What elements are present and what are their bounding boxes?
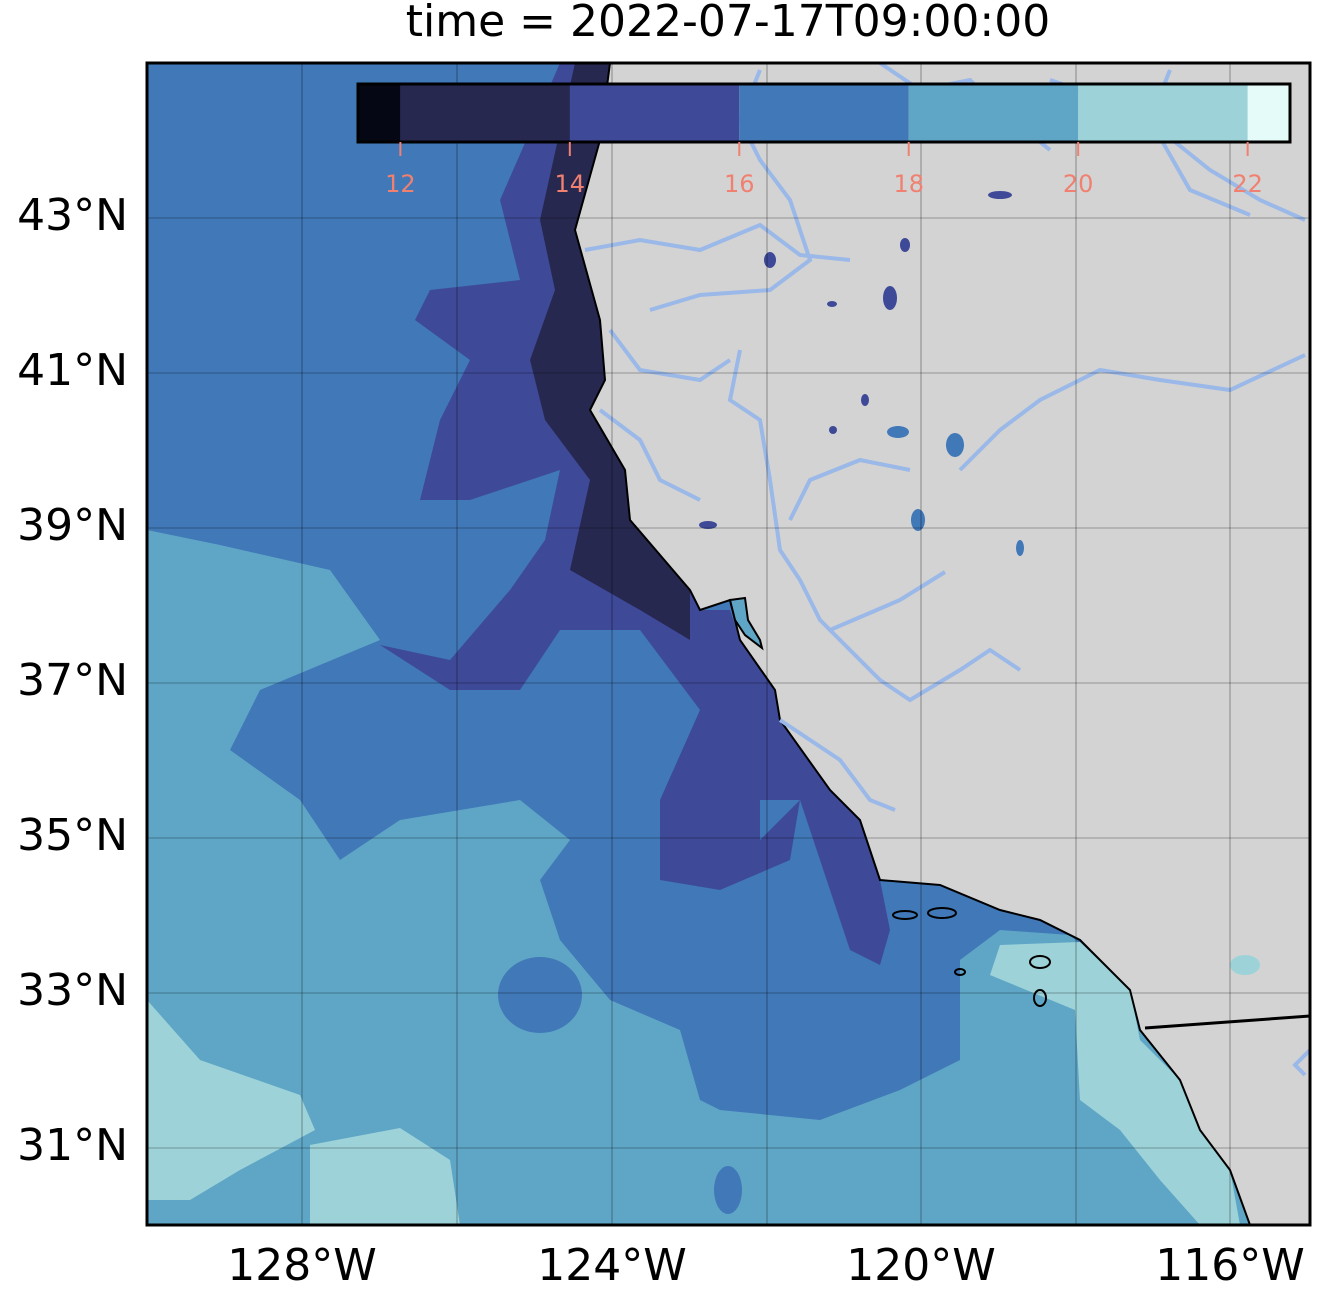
channel-islands [892, 907, 1051, 1007]
lakes-shallow [887, 426, 1024, 556]
lat-label: 33°N [17, 965, 128, 1016]
colorbar-segment [400, 84, 570, 142]
us-mexico-border [1144, 1014, 1310, 1030]
colorbar-tick-label: 18 [893, 170, 924, 198]
lon-label: 120°W [846, 1240, 996, 1291]
ocean-12-14 [530, 63, 690, 640]
colorbar-tick-label: 14 [555, 170, 586, 198]
colorbar-outline [356, 82, 1292, 144]
lat-label: 31°N [17, 1120, 128, 1171]
lon-label: 124°W [537, 1240, 687, 1291]
lat-label: 39°N [17, 500, 128, 551]
colorbar-segment [358, 84, 401, 142]
lake-light [1230, 955, 1260, 975]
san-francisco-bay [728, 596, 764, 651]
lat-label: 35°N [17, 810, 128, 861]
ocean-16-18-patch [498, 957, 582, 1033]
ocean-20-22 [147, 1000, 315, 1200]
colorbar-tick-label: 22 [1232, 170, 1263, 198]
ocean-20-22 [310, 1128, 460, 1225]
colorbar-segment [1247, 84, 1290, 142]
ocean-16-18-patch [714, 1166, 742, 1214]
colorbar-tick-label: 20 [1063, 170, 1094, 198]
colorbar-tick-label: 12 [385, 170, 416, 198]
colorbar-segment [908, 84, 1079, 142]
colorbar-segment [739, 84, 909, 142]
map-frame [145, 61, 1312, 1227]
lon-label: 128°W [227, 1240, 377, 1291]
ocean-18-20 [147, 530, 1250, 1225]
ocean-14-16 [380, 63, 890, 965]
colorbar-tick-label: 16 [724, 170, 755, 198]
lon-label: 116°W [1155, 1240, 1305, 1291]
land [573, 63, 1310, 1225]
lakes [699, 191, 1012, 529]
ocean-20-22 [990, 942, 1240, 1225]
lat-label: 37°N [17, 655, 128, 706]
colorbar: 12 14 16 18 20 22 [356, 82, 1292, 198]
gridlines [147, 63, 1310, 1225]
map-area [147, 63, 1310, 1225]
colorbar-segment [1078, 84, 1248, 142]
lat-label: 43°N [17, 190, 128, 241]
lat-label: 41°N [17, 345, 128, 396]
map-title: time = 2022-07-17T09:00:00 [405, 0, 1051, 47]
colorbar-segment [569, 84, 740, 142]
